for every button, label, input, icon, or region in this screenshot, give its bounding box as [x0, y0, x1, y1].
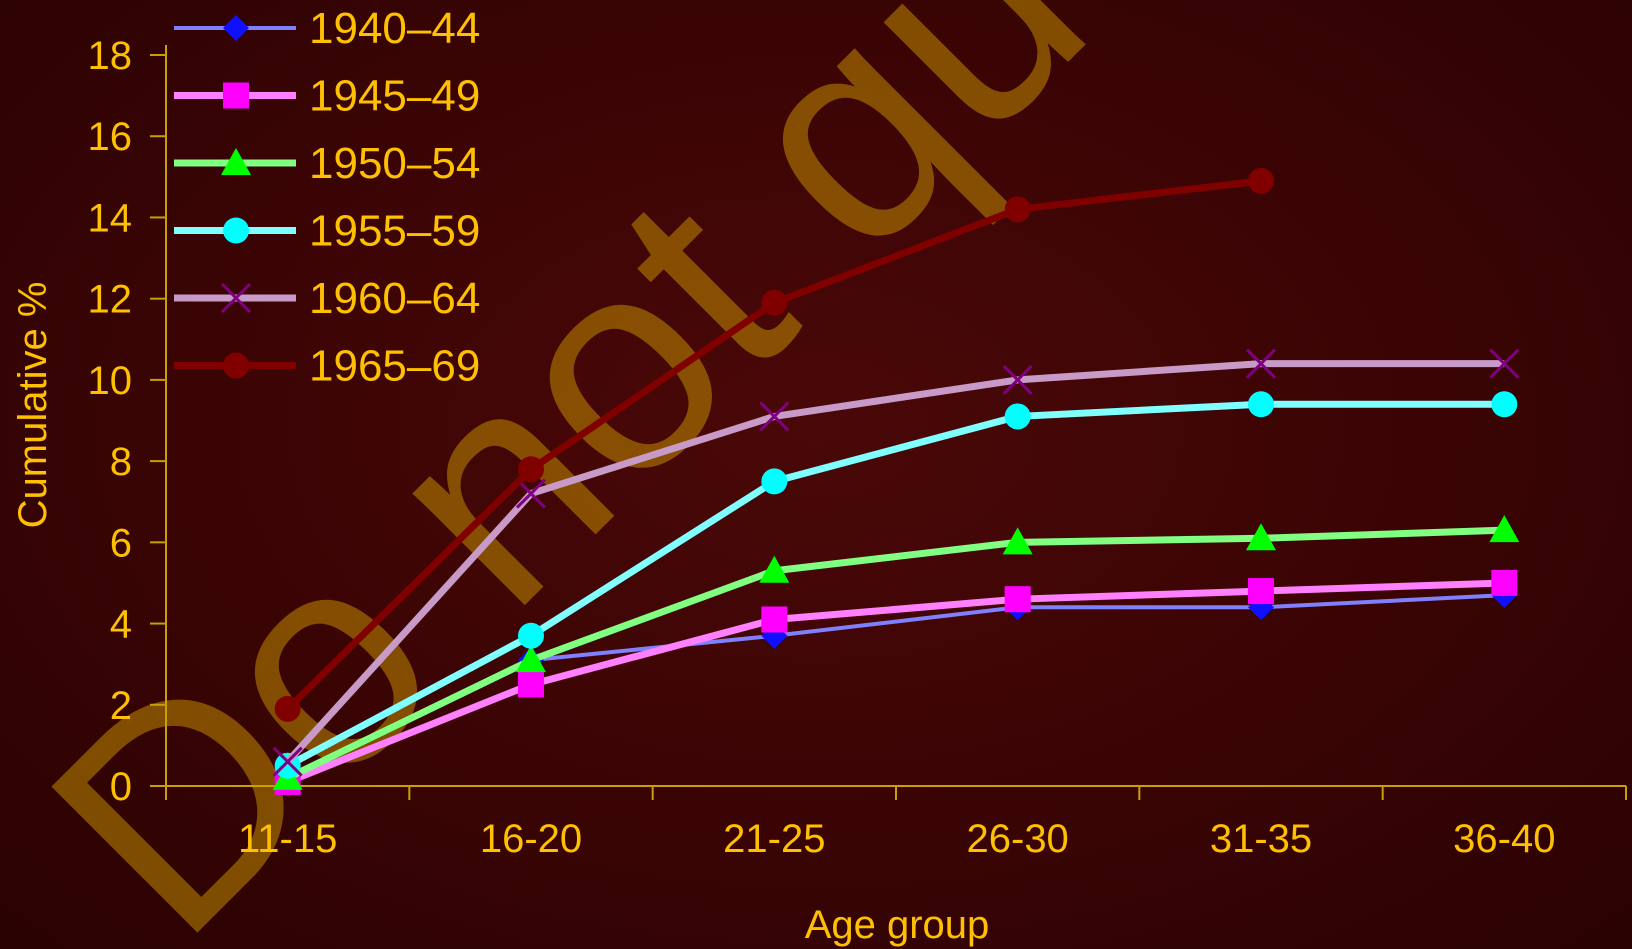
data-point [518, 671, 544, 698]
marker-stroke [1245, 348, 1277, 379]
legend-entry-1: 1945–49 [174, 72, 480, 121]
data-point [272, 746, 303, 777]
y-tick-label: 14 [88, 196, 133, 240]
legend-label: 1960–64 [309, 274, 480, 323]
legend-marker [220, 282, 252, 314]
data-point [518, 622, 544, 649]
legend-marker [221, 148, 251, 175]
data-point [761, 468, 788, 495]
x-axis-title: Age group [805, 903, 990, 947]
legend-label: 1940–44 [309, 4, 480, 53]
x-tick-label: 31-35 [1210, 817, 1312, 861]
y-tick-label: 12 [88, 278, 133, 322]
data-point [761, 606, 788, 633]
y-tick-label: 6 [110, 521, 132, 565]
data-point [1491, 569, 1518, 596]
data-point [1245, 348, 1277, 379]
data-point [1489, 348, 1520, 379]
x-tick-label: 26-30 [967, 817, 1069, 861]
legend-label: 1955–59 [309, 207, 480, 256]
legend-entry-2: 1950–54 [174, 139, 480, 188]
series-3 [274, 391, 1518, 779]
y-axis-title: Cumulative % [11, 282, 55, 529]
data-point [1002, 527, 1033, 555]
data-point [1004, 403, 1031, 430]
data-point [516, 645, 546, 673]
legend-label: 1965–69 [309, 342, 480, 391]
series-line [286, 579, 1505, 786]
data-point [1248, 578, 1274, 605]
legend-entry-5: 1965–69 [174, 342, 480, 391]
series-2 [272, 515, 1520, 790]
legend-label: 1945–49 [309, 72, 480, 121]
legend: 1940–44 1945–49 1950–54 1955–59 1960–64 1965–… [174, 4, 480, 391]
data-point [1489, 515, 1520, 543]
series-lines [272, 167, 1520, 795]
legend-entry-4: 1960–64 [174, 274, 480, 323]
y-tick-label: 10 [88, 359, 133, 403]
y-tick-label: 16 [88, 115, 133, 159]
x-tick-label: 36-40 [1453, 817, 1555, 861]
y-tick-label: 8 [110, 440, 132, 484]
marker-stroke [272, 746, 303, 777]
marker-stroke [759, 401, 790, 432]
marker-stroke [220, 282, 252, 314]
data-point [274, 695, 301, 722]
series-4 [272, 348, 1520, 777]
x-tick-label: 11-15 [238, 817, 337, 861]
data-point [1002, 364, 1033, 395]
y-tick-label: 0 [110, 765, 132, 809]
series-line [286, 400, 1505, 769]
legend-marker [223, 217, 249, 244]
data-point [1246, 523, 1276, 551]
data-point [515, 478, 547, 509]
data-point [761, 289, 788, 316]
data-point [518, 456, 544, 483]
data-point [1491, 391, 1518, 418]
marker-stroke [1489, 348, 1520, 379]
y-tick-label: 4 [110, 603, 132, 647]
series-5 [274, 167, 1274, 722]
data-point [1004, 586, 1031, 613]
marker-stroke [1002, 364, 1033, 395]
marker-stroke [515, 478, 547, 509]
y-tick-label: 18 [88, 34, 133, 78]
x-tick-label: 21-25 [723, 817, 825, 861]
legend-entry-0: 1940–44 [174, 4, 480, 53]
legend-marker [223, 82, 249, 109]
y-tick-label: 2 [110, 684, 132, 728]
data-point [1004, 196, 1031, 223]
legend-label: 1950–54 [309, 139, 480, 188]
legend-entry-3: 1955–59 [174, 207, 480, 256]
series-line [285, 360, 1505, 764]
data-point [759, 555, 790, 583]
legend-marker [223, 352, 249, 379]
axes: 0 2 4 6 8 10 12 14 16 18 11-15 16-20 21-25 26-30 31-35… [88, 34, 1627, 861]
series-line [286, 526, 1505, 782]
data-point [759, 401, 790, 432]
data-point [1248, 167, 1274, 194]
data-point [1248, 391, 1274, 418]
legend-marker [223, 15, 249, 41]
x-tick-label: 16-20 [480, 817, 582, 861]
